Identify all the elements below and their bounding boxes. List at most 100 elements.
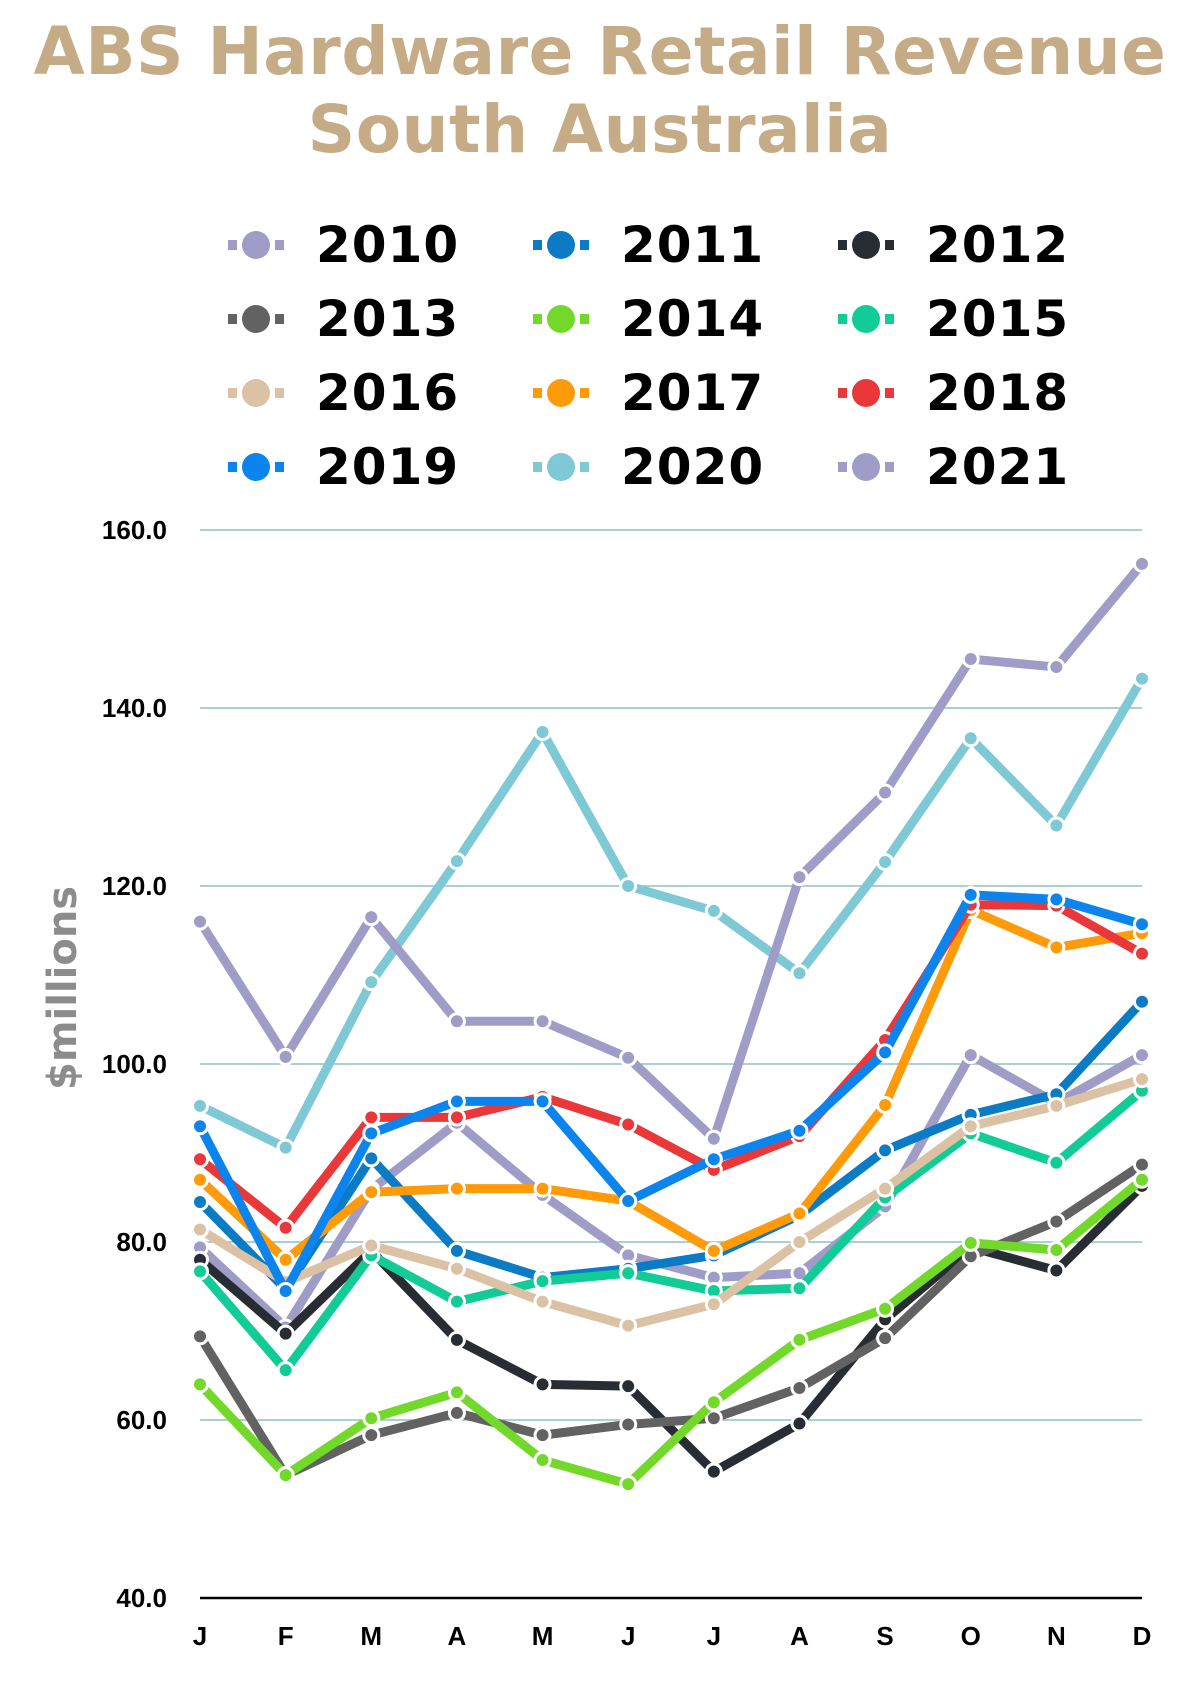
series-line-2016: [195, 1074, 1147, 1331]
x-tick-label: A: [790, 1621, 809, 1651]
legend-item-2020: 2020: [533, 437, 764, 497]
data-point-2019-4: [533, 1092, 552, 1111]
data-point-2016-10: [1047, 1096, 1066, 1115]
data-point-2013-11: [1133, 1155, 1151, 1174]
series-line-2018: [195, 900, 1147, 1233]
data-point-2016-5: [619, 1316, 638, 1335]
data-point-2018-5: [619, 1115, 638, 1134]
data-point-2016-8: [876, 1179, 895, 1198]
data-point-2016-6: [704, 1295, 723, 1314]
series-line-2021: [195, 559, 1147, 1144]
legend-item-2017: 2017: [533, 363, 764, 423]
legend-label: 2020: [621, 438, 765, 496]
data-point-2019-1: [276, 1281, 295, 1300]
y-tick-label: 40.0: [116, 1583, 167, 1613]
data-point-2012-10: [1047, 1261, 1066, 1280]
data-point-2011-3: [447, 1241, 466, 1260]
data-point-2021-6: [704, 1129, 723, 1148]
legend-line-dot-icon: [533, 230, 589, 260]
data-point-2020-11: [1133, 669, 1151, 688]
x-tick-label: F: [278, 1621, 294, 1651]
data-point-2014-1: [276, 1466, 295, 1485]
x-tick-label: J: [193, 1621, 207, 1651]
data-point-2019-3: [447, 1092, 466, 1111]
data-point-2014-8: [876, 1299, 895, 1318]
data-point-2015-3: [447, 1292, 466, 1311]
data-point-2016-0: [191, 1220, 209, 1239]
data-point-2018-2: [362, 1108, 381, 1127]
x-tick-label: M: [360, 1621, 382, 1651]
data-point-2015-7: [790, 1279, 809, 1298]
data-point-2013-4: [533, 1426, 552, 1445]
data-point-2011-11: [1133, 992, 1151, 1011]
legend-line-dot-icon: [228, 378, 284, 408]
data-point-2020-2: [362, 973, 381, 992]
series-line-2011: [195, 997, 1147, 1294]
data-point-2020-10: [1047, 816, 1066, 835]
data-point-2021-8: [876, 783, 895, 802]
data-point-2016-3: [447, 1259, 466, 1278]
data-point-2015-1: [276, 1361, 295, 1380]
data-point-2011-0: [191, 1192, 209, 1211]
data-point-2019-7: [790, 1121, 809, 1140]
data-point-2014-4: [533, 1451, 552, 1470]
data-point-2017-4: [533, 1179, 552, 1198]
data-point-2012-6: [704, 1462, 723, 1481]
data-point-2020-5: [619, 877, 638, 895]
data-point-2017-1: [276, 1250, 295, 1269]
y-tick-label: 100.0: [102, 1049, 167, 1079]
data-point-2019-6: [704, 1150, 723, 1169]
y-tick-label: 80.0: [116, 1227, 167, 1257]
series-line-2017: [195, 905, 1147, 1265]
legend-line-dot-icon: [228, 304, 284, 334]
data-point-2015-4: [533, 1272, 552, 1291]
x-tick-label: J: [621, 1621, 635, 1651]
data-point-2015-10: [1047, 1153, 1066, 1172]
legend-label: 2011: [621, 216, 765, 274]
legend-line-dot-icon: [838, 452, 894, 482]
data-point-2017-3: [447, 1179, 466, 1198]
data-point-2014-10: [1047, 1241, 1066, 1260]
series-2016: [191, 1070, 1151, 1335]
data-point-2021-4: [533, 1012, 552, 1031]
data-point-2010-11: [1133, 1046, 1151, 1065]
legend-label: 2016: [316, 364, 460, 422]
data-point-2011-8: [876, 1141, 895, 1160]
data-point-2021-10: [1047, 658, 1066, 677]
data-point-2013-7: [790, 1378, 809, 1397]
data-point-2021-11: [1133, 554, 1151, 573]
legend-line-dot-icon: [533, 452, 589, 482]
data-point-2017-8: [876, 1095, 895, 1114]
y-tick-labels: 40.0 60.0 80.0 100.0 120.0 140.0 160.0: [102, 515, 167, 1613]
data-point-2019-5: [619, 1192, 638, 1211]
data-point-2019-2: [362, 1124, 381, 1143]
legend-line-dot-icon: [533, 378, 589, 408]
data-point-2016-9: [961, 1117, 980, 1136]
legend-label: 2019: [316, 438, 460, 496]
chart-title-line-2: South Australia: [307, 91, 893, 168]
legend-item-2014: 2014: [533, 289, 764, 349]
chart-title-line-1: ABS Hardware Retail Revenue: [33, 13, 1167, 90]
data-point-2017-2: [362, 1183, 381, 1202]
data-point-2020-8: [876, 852, 895, 871]
legend-line-dot-icon: [228, 452, 284, 482]
data-point-2019-10: [1047, 890, 1066, 909]
data-point-2021-2: [362, 908, 381, 927]
series-line-2015: [195, 1086, 1147, 1375]
data-point-2016-2: [362, 1236, 381, 1255]
data-point-2020-9: [961, 729, 980, 748]
y-tick-label: 120.0: [102, 871, 167, 901]
data-point-2019-0: [191, 1117, 209, 1136]
data-point-2017-7: [790, 1204, 809, 1223]
legend-item-2019: 2019: [228, 437, 459, 497]
legend-line-dot-icon: [838, 378, 894, 408]
series-2014: [191, 1170, 1151, 1494]
data-point-2014-0: [191, 1375, 209, 1394]
legend-label: 2015: [926, 290, 1070, 348]
legend-label: 2013: [316, 290, 460, 348]
x-tick-label: M: [532, 1621, 554, 1651]
legend-label: 2017: [621, 364, 765, 422]
data-point-2014-5: [619, 1475, 638, 1494]
data-point-2021-1: [276, 1047, 295, 1066]
